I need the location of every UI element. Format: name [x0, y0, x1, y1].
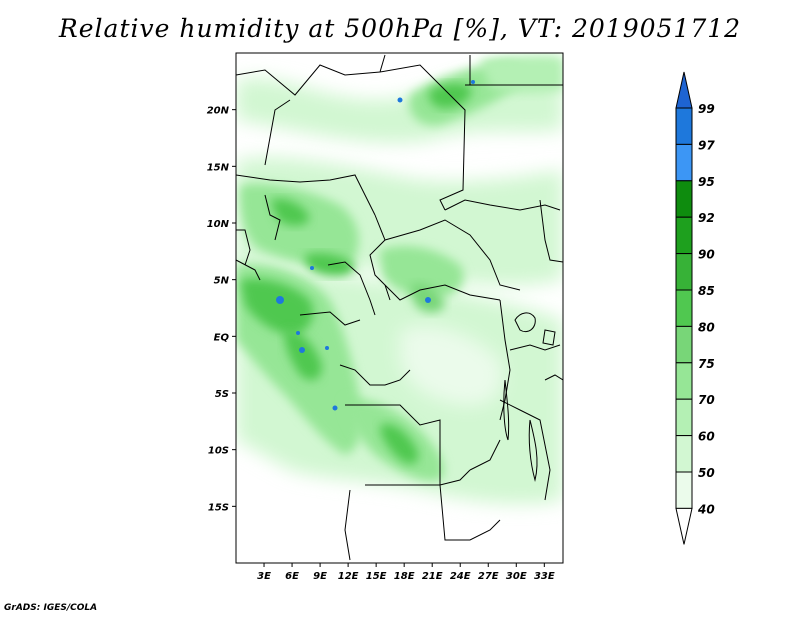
colorbar-swatch: [675, 216, 693, 255]
credit-label: GrADS: IGES/COLA: [4, 603, 98, 613]
lon-tick-label: 30E: [506, 571, 527, 582]
rh-core-congo: [284, 329, 322, 381]
colorbar-arrow-top: [675, 71, 693, 109]
colorbar-level-label: 60: [698, 430, 715, 444]
colorbar-swatch: [675, 180, 693, 218]
lat-tick-label: 5N: [214, 276, 230, 287]
lon-tick-label: 27E: [478, 571, 499, 582]
map-title: Relative humidity at 500hPa [%], VT: 201…: [58, 14, 742, 43]
colorbar-swatch: [675, 143, 693, 182]
rh-core-chad: [270, 198, 310, 226]
colorbar-level-label: 90: [698, 248, 715, 262]
latitude-axis: 20N 15N 10N 5N EQ 5S 10S 15S: [207, 106, 236, 513]
lon-tick-label: 21E: [422, 571, 443, 582]
colorbar-swatch: [675, 253, 693, 291]
lon-tick-label: 33E: [534, 571, 555, 582]
lat-tick-label: 15N: [207, 162, 230, 173]
colorbar-level-label: 75: [698, 357, 715, 371]
lat-tick-label: 20N: [207, 106, 230, 117]
rh-core-gabon: [240, 278, 314, 335]
lakes: [503, 312, 556, 482]
colorbar-level-label: 97: [698, 138, 715, 152]
colorbar-level-label: 70: [698, 393, 715, 407]
lon-tick-label: 12E: [338, 571, 359, 582]
lat-tick-label: EQ: [214, 332, 230, 343]
rh-core-angola: [380, 424, 419, 464]
colorbar-swatch: [675, 435, 693, 473]
longitude-axis: 3E 6E 9E 12E 15E 18E 21E 24E 27E 30E 33E: [257, 563, 555, 582]
lat-tick-label: 10S: [208, 446, 229, 457]
country-borders: [236, 54, 563, 561]
rh-area-east: [400, 326, 503, 406]
lon-tick-label: 6E: [285, 571, 299, 582]
colorbar-level-label: 85: [698, 284, 715, 298]
lat-tick-label: 5S: [215, 389, 229, 400]
lat-tick-label: 15S: [208, 502, 229, 513]
humidity-field: [236, 55, 563, 505]
colorbar-swatch: [675, 471, 693, 509]
rh-area-northeast: [480, 55, 563, 94]
colorbar-swatch: [675, 289, 693, 327]
colorbar-level-label: 92: [698, 211, 715, 225]
lon-tick-label: 3E: [257, 571, 271, 582]
colorbar-swatch: [675, 325, 693, 364]
rh-saturated-spots: [276, 80, 475, 411]
colorbar-swatch: [675, 362, 693, 400]
lon-tick-label: 9E: [313, 571, 327, 582]
colorbar-arrow-bottom: [675, 507, 693, 545]
colorbar-swatch: [675, 398, 693, 437]
lon-tick-label: 24E: [450, 571, 471, 582]
plot-frame: [235, 52, 564, 564]
colorbar-level-label: 40: [697, 502, 715, 516]
colorbar-swatch: [675, 107, 693, 145]
colorbar: 99 97 95 92 90 85 80 75 70 60 50 40: [675, 71, 715, 545]
lat-tick-label: 10N: [207, 219, 230, 230]
colorbar-level-label: 80: [698, 320, 715, 334]
lon-tick-label: 15E: [366, 571, 387, 582]
colorbar-level-label: 95: [698, 175, 715, 189]
colorbar-level-label: 50: [698, 466, 715, 480]
colorbar-level-label: 99: [698, 102, 715, 116]
lon-tick-label: 18E: [394, 571, 415, 582]
